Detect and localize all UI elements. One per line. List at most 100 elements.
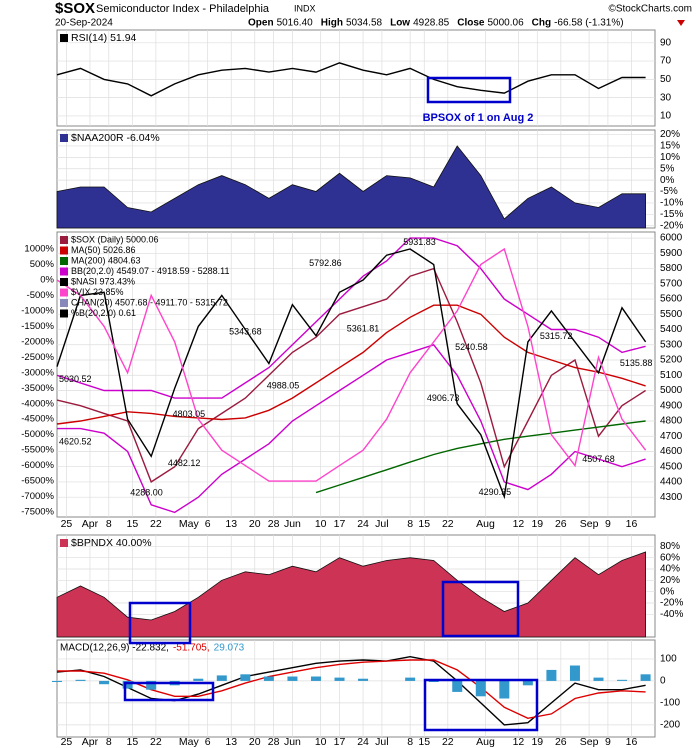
y-tick-label: -15% xyxy=(660,209,683,220)
x-tick-label: 24 xyxy=(357,736,369,748)
y-tick-label: -5% xyxy=(660,186,678,197)
x-tick-label: 28 xyxy=(268,736,280,748)
x-tick-label: 8 xyxy=(407,736,413,748)
x-tick-label: 12 xyxy=(513,736,525,748)
price-label: 4988.05 xyxy=(267,381,300,391)
x-tick-label: 15 xyxy=(418,736,430,748)
price-label: 4906.73 xyxy=(427,393,460,403)
legend-entry: MA(200) 4804.63 xyxy=(71,255,141,265)
x-tick-label: 25 xyxy=(61,736,73,748)
histogram-bar xyxy=(216,675,227,681)
x-tick-label: 13 xyxy=(225,736,237,748)
x-tick-label: 22 xyxy=(442,518,454,530)
x-tick-label: 10 xyxy=(315,518,327,530)
x-tick-label: 19 xyxy=(531,736,543,748)
x-tick-label: 22 xyxy=(150,736,162,748)
x-tick-label: 13 xyxy=(225,518,237,530)
y-tick-label: -20% xyxy=(660,220,683,231)
y2-tick-label: -3000% xyxy=(21,367,54,378)
y-tick-label: -200 xyxy=(660,720,680,731)
legend-entry: RSI(14) 51.94 xyxy=(71,32,137,44)
histogram-bar xyxy=(499,680,510,699)
x-tick-label: 26 xyxy=(555,518,567,530)
legend-entry: MACD(12,26,9) -22.832, xyxy=(60,643,169,654)
x-tick-label: 8 xyxy=(407,518,413,530)
x-tick-label: 9 xyxy=(605,736,611,748)
quote-label: Close xyxy=(457,18,485,29)
histogram-bar xyxy=(287,676,298,681)
x-tick-label: 8 xyxy=(106,518,112,530)
x-tick-label: 20 xyxy=(249,736,261,748)
y2-tick-label: -6500% xyxy=(21,476,54,487)
price-label: 4803.05 xyxy=(173,409,206,419)
x-tick-label: 15 xyxy=(126,518,138,530)
panel-frame xyxy=(56,29,656,127)
histogram-bar xyxy=(263,676,274,681)
x-tick-label: 10 xyxy=(315,736,327,748)
y2-tick-label: -2000% xyxy=(21,336,54,347)
y2-tick-label: -5500% xyxy=(21,445,54,456)
legend-entry: BB(20,2.0) 4549.07 - 4918.59 - 5288.11 xyxy=(71,266,229,276)
price-label: 5931.83 xyxy=(403,237,436,247)
x-tick-label: 16 xyxy=(626,518,638,530)
y-tick-label: 5200 xyxy=(660,355,683,366)
y-tick-label: 5900 xyxy=(660,248,683,259)
x-tick-label: 17 xyxy=(334,736,346,748)
y2-tick-label: 0% xyxy=(40,274,54,285)
y-tick-label: 20% xyxy=(660,129,680,140)
histogram-bar xyxy=(193,678,204,681)
price-label: 4288.00 xyxy=(130,487,163,497)
series-line xyxy=(56,237,646,399)
legend-swatch xyxy=(60,288,68,297)
x-tick-label: 28 xyxy=(268,518,280,530)
histogram-bar xyxy=(122,680,133,689)
x-tick-label: Jul xyxy=(375,736,388,748)
histogram-bar xyxy=(428,680,439,683)
histogram-bar xyxy=(522,680,533,686)
y2-tick-label: -7000% xyxy=(21,491,54,502)
x-tick-label: Sep xyxy=(580,518,599,530)
y-tick-label: 4400 xyxy=(660,477,683,488)
legend-entry: $NAA200R -6.04% xyxy=(71,132,160,144)
x-tick-label: 6 xyxy=(205,518,211,530)
series-line xyxy=(56,62,646,97)
y-tick-label: 4800 xyxy=(660,416,683,427)
histogram-bar xyxy=(405,677,416,681)
quote-value: -66.58 (-1.31%) xyxy=(554,18,623,29)
price-label: 5343.68 xyxy=(229,326,262,336)
x-tick-label: 25 xyxy=(61,518,73,530)
y-tick-label: 4900 xyxy=(660,400,683,411)
y-tick-label: 90 xyxy=(660,37,672,48)
y-tick-label: 10 xyxy=(660,111,672,122)
y-tick-label: 20% xyxy=(660,575,680,586)
y-tick-label: 4600 xyxy=(660,446,683,457)
price-label: 5315.72 xyxy=(540,331,573,341)
y-tick-label: 5000 xyxy=(660,385,683,396)
price-label: 5135.88 xyxy=(620,358,653,368)
quote-value: 5034.58 xyxy=(346,18,383,29)
series-area xyxy=(56,551,647,638)
quote: Open 5016.40 High 5034.58 Low 4928.85 Close 500… xyxy=(248,18,624,29)
y-tick-label: 4300 xyxy=(660,492,683,503)
quote-value: 5000.06 xyxy=(487,18,524,29)
x-tick-label: Apr xyxy=(82,736,99,748)
y-tick-label: -100 xyxy=(660,698,680,709)
price-label: 5361.81 xyxy=(347,324,380,334)
legend-swatch xyxy=(60,246,68,255)
y2-tick-label: -500% xyxy=(27,290,55,301)
histogram-bar xyxy=(75,679,86,681)
legend-entry: %B(20,2.0) 0.61 xyxy=(71,308,136,318)
x-tick-label: 9 xyxy=(605,518,611,530)
price-label: 5030.52 xyxy=(59,374,92,384)
legend-entry: $BPNDX 40.00% xyxy=(71,537,152,549)
x-tick-label: 26 xyxy=(555,736,567,748)
y-tick-label: 6000 xyxy=(660,233,683,244)
series-line xyxy=(56,267,646,483)
histogram-bar xyxy=(99,680,110,685)
highlight-box xyxy=(426,76,512,104)
x-tick-label: May xyxy=(179,518,200,530)
quote-label: Low xyxy=(390,18,410,29)
y-tick-label: 5400 xyxy=(660,324,683,335)
histogram-bar xyxy=(358,678,369,681)
